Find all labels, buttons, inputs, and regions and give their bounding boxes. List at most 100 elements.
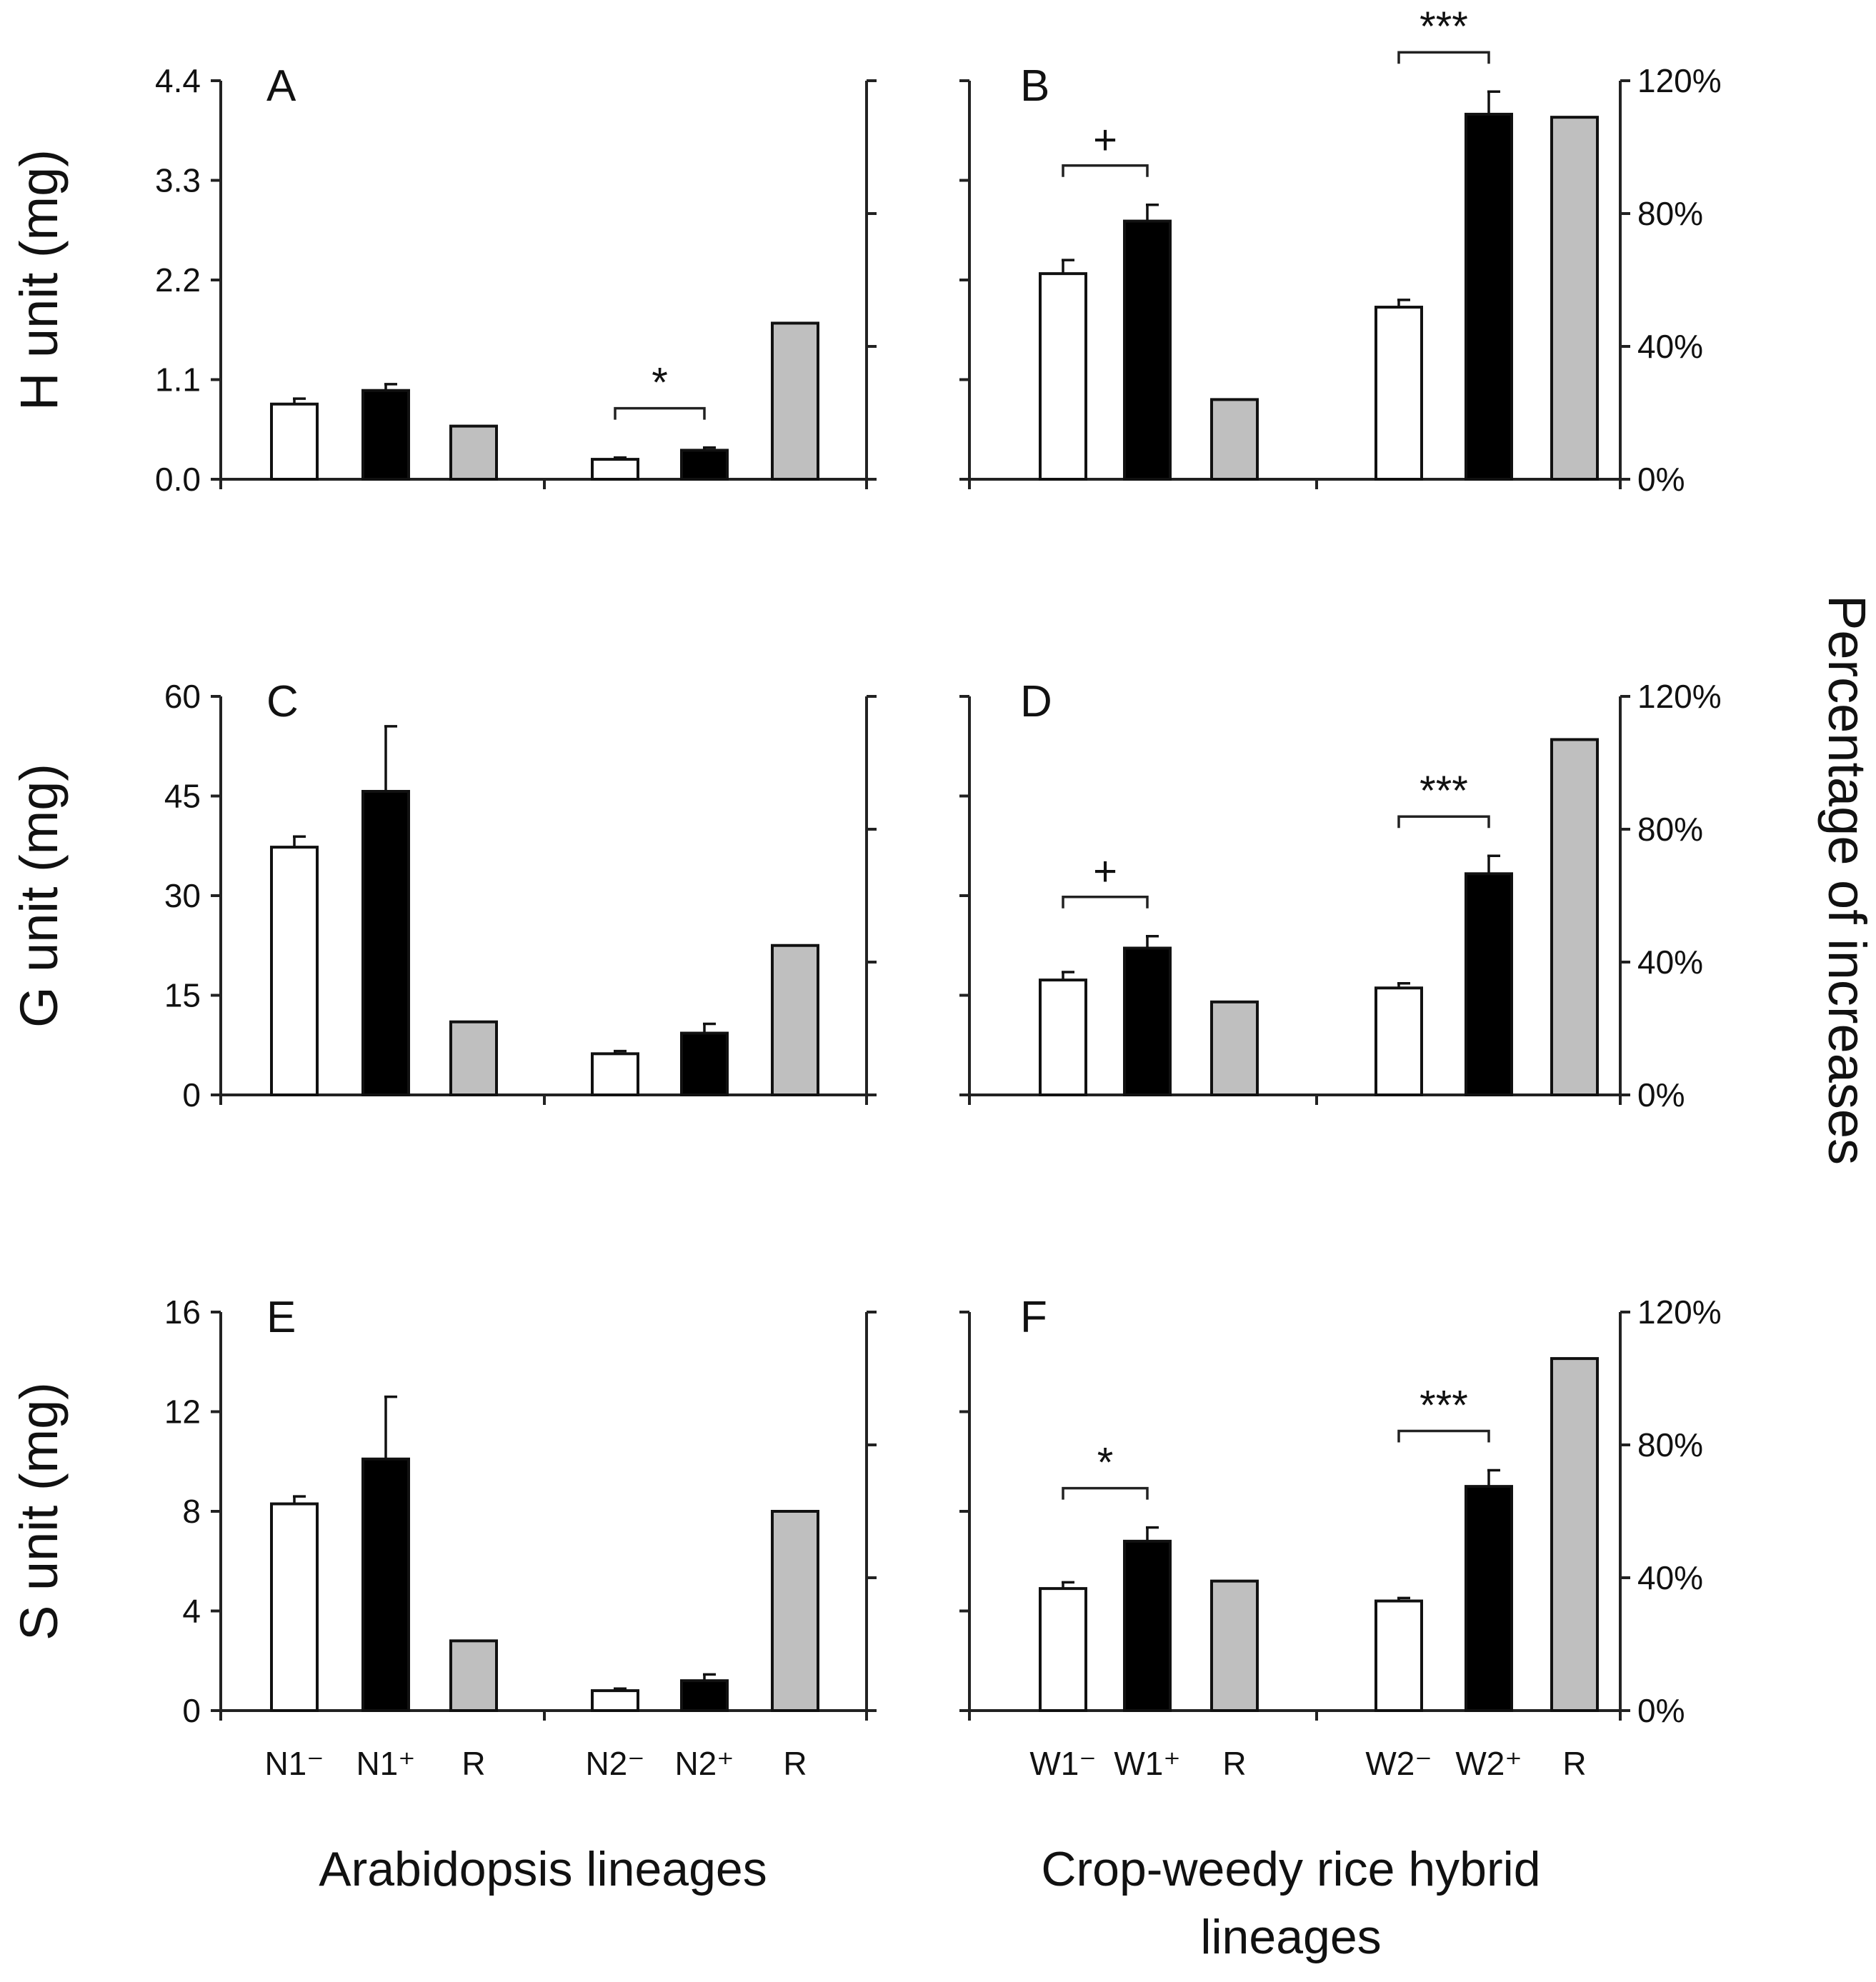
significance-label: * — [1097, 1440, 1114, 1486]
significance-label: *** — [1420, 768, 1468, 814]
significance-bracket — [1397, 51, 1490, 64]
bar-minus-0 — [1039, 1587, 1087, 1713]
bar-plus-4 — [680, 1031, 729, 1097]
panels: 0.01.12.23.34.4H unit (mg)A*120%80%40%0%… — [9, 4, 1722, 1782]
x-category-label: W1⁺ — [1114, 1745, 1180, 1782]
bar-plus-1 — [361, 789, 410, 1096]
panel-e: 0 4 8 12 16 S unit (mg) E N1⁻ N1⁺ R N2⁻ N2⁺ R — [9, 1293, 877, 1782]
panel-letter: A — [266, 61, 296, 111]
panel-a: 0.0 1.1 2.2 3.3 4.4 H unit (mg) A * — [9, 61, 877, 498]
significance-bracket — [1062, 895, 1149, 909]
y-axis-title: H unit (mg) — [9, 149, 69, 411]
bar-R-5 — [1550, 738, 1599, 1096]
y-tick-label: 2.2 — [155, 261, 201, 299]
bar-minus-0 — [270, 402, 319, 481]
right-tick-label: 120% — [1637, 1293, 1722, 1331]
x-category-label: R — [1562, 1745, 1586, 1782]
significance-label: * — [652, 360, 668, 406]
bar-R-5 — [1550, 116, 1599, 481]
right-tick-label: 40% — [1637, 944, 1703, 981]
right-tick-label: 40% — [1637, 1559, 1703, 1596]
bar-R-5 — [771, 321, 819, 481]
group-label-right-line1: Crop-weedy rice hybrid — [1041, 1842, 1540, 1896]
bar-minus-3 — [1374, 306, 1423, 481]
panel-d: 120% 80% 40% 0% D + *** — [959, 677, 1722, 1113]
bar-R-5 — [771, 944, 819, 1096]
bar-plus-4 — [680, 449, 729, 481]
bar-minus-0 — [1039, 979, 1087, 1096]
x-category-label: N1⁻ — [264, 1745, 324, 1782]
bar-plus-1 — [361, 1457, 410, 1712]
panel-f: 120%80%40%0%F****W1⁻ W1⁺ R W2⁻ W2⁺ R — [959, 1293, 1722, 1782]
bar-R-5 — [1550, 1357, 1599, 1712]
panel-letter: D — [1020, 677, 1052, 726]
significance-bracket — [1397, 1429, 1490, 1443]
panel-letter: C — [266, 677, 299, 726]
bar-R-2 — [1210, 1000, 1259, 1097]
bar-minus-0 — [270, 846, 319, 1096]
x-category-label: N1⁺ — [356, 1745, 415, 1782]
right-tick-label: 0% — [1637, 1076, 1685, 1113]
x-category-label: R — [1222, 1745, 1246, 1782]
y-tick-label: 16 — [164, 1293, 201, 1331]
y-axis-title: G unit (mg) — [9, 764, 69, 1028]
y-tick-label: 0.0 — [155, 461, 201, 498]
group-label-left: Arabidopsis lineages — [319, 1842, 767, 1896]
y-tick-label: 0 — [182, 1076, 201, 1113]
y-tick-label: 8 — [182, 1493, 201, 1530]
panel-letter: E — [266, 1293, 296, 1342]
panel-b: 120% 80% 40% 0% B + *** — [959, 4, 1722, 498]
x-category-label: R — [461, 1745, 485, 1782]
y-axis-title: S unit (mg) — [9, 1382, 69, 1641]
y-tick-label: 3.3 — [155, 162, 201, 199]
x-category-label: W1⁻ — [1029, 1745, 1096, 1782]
panel-c: 0 15 30 45 60 G unit (mg) C — [9, 677, 877, 1113]
y-tick-label: 60 — [164, 678, 201, 715]
right-tick-label: 0% — [1637, 1692, 1685, 1729]
bar-plus-4 — [1465, 872, 1513, 1097]
bar-plus-1 — [1123, 1539, 1172, 1713]
y-tick-label: 1.1 — [155, 361, 201, 399]
right-tick-label: 120% — [1637, 62, 1722, 99]
bar-plus-1 — [361, 389, 410, 481]
significance-label: + — [1093, 117, 1117, 164]
bar-minus-3 — [591, 458, 639, 481]
significance-bracket — [614, 406, 706, 420]
right-tick-label: 40% — [1637, 328, 1703, 365]
bar-minus-3 — [1374, 986, 1423, 1097]
x-category-label: W2⁻ — [1365, 1745, 1432, 1782]
bar-minus-3 — [591, 1052, 639, 1096]
significance-bracket — [1062, 164, 1149, 177]
bar-R-2 — [449, 1020, 498, 1096]
right-tick-label: 0% — [1637, 461, 1685, 498]
y-tick-label: 45 — [164, 778, 201, 815]
y-tick-label: 30 — [164, 877, 201, 914]
right-tick-label: 80% — [1637, 1426, 1703, 1463]
x-category-label: N2⁺ — [674, 1745, 734, 1782]
group-label-right-line2: lineages — [1200, 1910, 1381, 1964]
y-tick-label: 0 — [182, 1692, 201, 1729]
x-category-label: N2⁻ — [585, 1745, 644, 1782]
right-tick-label: 80% — [1637, 811, 1703, 848]
bar-R-2 — [1210, 1579, 1259, 1712]
x-category-label: W2⁺ — [1455, 1745, 1522, 1782]
y-tick-label: 4 — [182, 1593, 201, 1630]
panel-letter: B — [1020, 61, 1049, 111]
significance-bracket — [1062, 1486, 1149, 1500]
significance-label: + — [1093, 849, 1117, 895]
bar-plus-4 — [680, 1679, 729, 1712]
significance-label: *** — [1420, 4, 1468, 50]
bar-plus-1 — [1123, 219, 1172, 481]
bar-plus-4 — [1465, 112, 1513, 481]
right-tick-label: 120% — [1637, 678, 1722, 715]
bar-minus-0 — [270, 1502, 319, 1713]
bar-plus-1 — [1123, 946, 1172, 1096]
bar-R-5 — [771, 1510, 819, 1712]
bar-R-2 — [449, 424, 498, 481]
bar-R-2 — [1210, 398, 1259, 481]
significance-bracket — [1397, 815, 1490, 829]
bar-minus-3 — [1374, 1599, 1423, 1713]
y-tick-label: 12 — [164, 1393, 201, 1431]
bar-minus-0 — [1039, 272, 1087, 481]
